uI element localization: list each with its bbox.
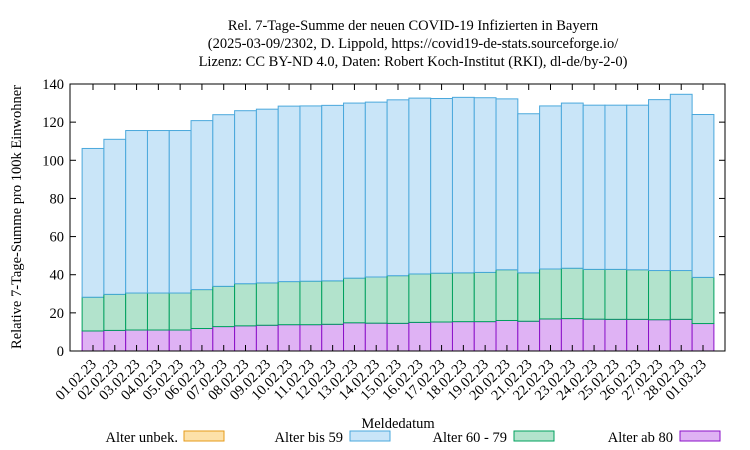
bar-alter-bis-59-9 [255, 108, 279, 284]
bar-alter-bis-59-3 [125, 130, 148, 294]
bar-alter-60-79-21 [517, 272, 541, 322]
bar-alter-bis-59-5 [168, 130, 192, 294]
bar-alter-bis-59-7 [212, 114, 236, 287]
bar-alter-bis-59-15 [386, 99, 410, 277]
bar-alter-60-79-17 [430, 272, 453, 323]
bar-alter-60-79-14 [364, 276, 388, 324]
y-axis: 0 20 40 60 80 100 120 140 [42, 77, 725, 360]
chart-title: Rel. 7-Tage-Summe der neuen COVID-19 Inf… [199, 18, 628, 70]
bar-alter-bis-59-12 [321, 104, 345, 282]
bar-alter-bis-59-18 [451, 96, 475, 274]
bar-alter-bis-59-27 [648, 99, 671, 272]
y-tick-label-120: 120 [42, 115, 64, 131]
bar-alter-60-79-1 [81, 296, 105, 332]
bar-alter-bis-59-1 [81, 147, 105, 298]
bar-alter-60-79-23 [560, 267, 584, 320]
bar-alter-60-79-29 [691, 276, 715, 325]
y-axis-label: Relative 7-Tage-Summe pro 100k Einwohner [9, 85, 25, 349]
bar-alter-bis-59-29 [691, 114, 715, 278]
bar-alter-bis-59-28 [669, 93, 693, 272]
bar-alter-60-79-2 [103, 293, 127, 331]
bar-alter-bis-59-13 [343, 102, 366, 279]
legend-label-1: Alter unbek. [106, 430, 178, 446]
bar-alter-60-79-13 [343, 277, 366, 324]
bar-alter-bis-59-6 [190, 120, 214, 291]
bar-alter-60-79-6 [190, 289, 214, 329]
bar-alter-bis-59-14 [364, 101, 388, 278]
bar-alter-60-79-25 [604, 268, 628, 320]
bar-alter-bis-59-24 [582, 104, 606, 270]
y-tick-label-20: 20 [50, 306, 65, 322]
bar-alter-60-79-10 [277, 281, 301, 326]
legend-swatch-4 [679, 430, 721, 442]
bar-alter-60-79-28 [669, 270, 693, 320]
y-tick-label-0: 0 [57, 344, 64, 360]
bar-alter-60-79-5 [168, 292, 192, 331]
bar-alter-60-79-16 [408, 273, 432, 323]
bar-alter-60-79-3 [125, 292, 148, 331]
bar-alter-60-79-18 [451, 272, 475, 323]
bar-alter-bis-59-4 [146, 130, 170, 294]
bar-alter-bis-59-21 [517, 113, 541, 274]
bar-alter-60-79-26 [626, 269, 650, 320]
legend-label-3: Alter 60 - 79 [433, 430, 508, 446]
legend-label-2: Alter bis 59 [275, 430, 343, 446]
legend: Alter unbek. Alter bis 59 Alter 60 - 79 Alt… [106, 430, 721, 446]
bar-alter-bis-59-16 [408, 97, 432, 275]
legend-swatch-2 [349, 430, 391, 442]
bar-alter-60-79-20 [495, 269, 519, 321]
bar-alter-bis-59-11 [299, 105, 323, 282]
chart-title-line-2: (2025-03-09/2302, D. Lippold, https://co… [208, 36, 619, 52]
bar-alter-60-79-4 [146, 292, 170, 331]
bar-alter-60-79-15 [386, 275, 410, 324]
x-axis-label: Meldedatum [361, 416, 435, 432]
bar-alter-bis-59-8 [234, 110, 257, 285]
bar-alter-bis-59-2 [103, 138, 127, 295]
y-tick-label-40: 40 [50, 268, 65, 284]
bar-alter-60-79-22 [539, 268, 562, 320]
bar-alter-60-79-24 [582, 268, 606, 320]
legend-label-4: Alter ab 80 [608, 430, 673, 446]
bar-alter-60-79-7 [212, 285, 236, 328]
bar-alter-60-79-27 [648, 270, 671, 321]
legend-swatch-1 [183, 430, 225, 442]
bar-alter-60-79-9 [255, 282, 279, 326]
plot-frame [69, 83, 726, 352]
y-tick-label-100: 100 [42, 153, 64, 169]
bar-alter-bis-59-22 [539, 105, 562, 270]
legend-swatch-3 [513, 430, 555, 442]
bar-alter-60-79-8 [234, 283, 257, 327]
bar-alter-bis-59-20 [495, 98, 519, 271]
y-tick-label-140: 140 [42, 77, 64, 93]
bars-group [81, 93, 715, 352]
bar-alter-bis-59-23 [560, 102, 584, 269]
chart-title-line-1: Rel. 7-Tage-Summe der neuen COVID-19 Inf… [228, 18, 599, 34]
bar-alter-60-79-19 [473, 271, 497, 323]
y-tick-label-60: 60 [50, 230, 65, 246]
bar-alter-bis-59-10 [277, 105, 301, 283]
y-tick-label-80: 80 [50, 191, 65, 207]
bar-alter-bis-59-17 [430, 97, 453, 274]
bar-alter-bis-59-19 [473, 97, 497, 273]
chart-title-line-3: Lizenz: CC BY-ND 4.0, Daten: Robert Koch… [199, 54, 628, 70]
bar-alter-bis-59-26 [626, 104, 650, 271]
bar-alter-bis-59-25 [604, 104, 628, 270]
bar-alter-60-79-11 [299, 280, 323, 326]
bar-alter-60-79-12 [321, 280, 345, 325]
